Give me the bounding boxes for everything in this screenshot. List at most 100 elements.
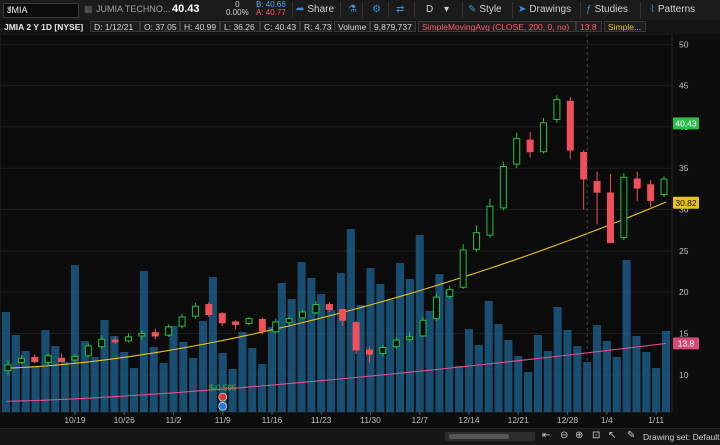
candle-body (191, 305, 199, 317)
x-tick-label: 11/2 (166, 415, 182, 425)
volume-bar (455, 366, 464, 412)
candle-body (499, 166, 507, 209)
volume-bar (652, 368, 661, 412)
candle-body (205, 304, 213, 315)
y-tick-label: 20 (679, 287, 689, 297)
ask-value: A: 40.77 (256, 8, 286, 17)
volume-bar (346, 229, 355, 412)
chevron-down-icon[interactable]: ▾ (7, 4, 12, 14)
aggregation-period[interactable]: D (426, 4, 434, 15)
volume-bar (307, 278, 316, 412)
toolbar-divider (640, 2, 641, 18)
toolbar-divider (462, 2, 463, 18)
candle-body (218, 313, 226, 324)
volume-bar (41, 330, 50, 412)
volume-bar (277, 283, 286, 412)
volume-bar (120, 352, 129, 412)
volume-bar (425, 311, 434, 412)
volume-bar (248, 348, 257, 412)
volume-bar (504, 340, 513, 412)
style-button[interactable]: ✎ Style (468, 4, 502, 15)
candle-body (258, 318, 266, 332)
studies-button[interactable]: ƒ Studies (586, 4, 628, 15)
x-tick-label: 1/4 (601, 415, 613, 425)
sma-200-tag-bg (673, 337, 699, 350)
pointer-icon[interactable]: ↖ (608, 430, 617, 441)
share-button[interactable]: ➦ Share (296, 4, 334, 15)
volume-bar (602, 341, 611, 412)
gear-icon[interactable]: ⚙ (372, 4, 381, 15)
candle-body (165, 326, 173, 336)
candle-body (553, 99, 561, 120)
candle-body (606, 192, 614, 244)
volume-bar (287, 299, 296, 412)
toolbar-divider (580, 2, 581, 18)
sma-50-tag: 30.82 (675, 198, 697, 208)
volume-bar (297, 262, 306, 412)
candle-body (419, 319, 427, 337)
x-tick-label: 10/19 (64, 415, 86, 425)
candle-body (285, 318, 293, 324)
price-chart[interactable]: 10152025303540455010/1910/2611/211/911/1… (0, 34, 720, 428)
style-icon: ✎ (468, 4, 477, 15)
volume-bar (524, 372, 533, 412)
volume-bar (543, 351, 552, 412)
flask-icon[interactable]: ⚗ (348, 4, 357, 15)
drawing-set-label: Drawing set: Default (643, 432, 720, 442)
candle-body (365, 349, 373, 355)
chart-scrollbar[interactable] (445, 432, 535, 441)
candle-body (620, 176, 628, 239)
close-field: C: 40.43 (260, 21, 300, 32)
candle-body (299, 311, 307, 319)
sma-label: SimpleMovingAvg (CLOSE, 200, 0, no) (418, 21, 576, 32)
toolbar-divider (512, 2, 513, 18)
y-tick-label: 45 (679, 81, 689, 91)
last-price: 40.43 (172, 3, 200, 15)
candle-body (647, 184, 655, 201)
candle-body (392, 339, 400, 348)
x-tick-label: 12/21 (508, 415, 530, 425)
volume-bar (356, 305, 365, 412)
symbol-info-icon[interactable]: ▦ (84, 4, 93, 14)
volume-bar (21, 351, 30, 412)
x-tick-label: 11/16 (262, 415, 283, 425)
candle-body (71, 356, 79, 361)
symbol-input[interactable]: JMIA ▾ (3, 3, 79, 18)
volume-bar (494, 324, 503, 412)
volume-bar (149, 347, 158, 412)
period-chevron-icon[interactable]: ▾ (444, 4, 450, 15)
sma-50-line (5, 201, 667, 369)
volume-bar (267, 327, 277, 412)
scrollbar-thumb[interactable] (449, 434, 509, 439)
x-tick-label: 11/23 (311, 415, 332, 425)
volume-bar (386, 300, 395, 412)
scroll-left-icon[interactable]: ⇤ (542, 430, 551, 441)
share-label: Share (307, 4, 335, 15)
volume-bar (366, 268, 375, 412)
patterns-label: Patterns (657, 4, 696, 15)
company-name: JUMIA TECHNO... (96, 4, 171, 14)
volume-bar (395, 263, 405, 412)
zoom-out-icon[interactable]: ⊖ (560, 430, 569, 441)
style-label: Style (479, 4, 502, 15)
change-value: 0 (235, 0, 240, 9)
x-tick-label: 1/11 (648, 415, 664, 425)
chart-info-bar: JMIA 2 Y 1D [NYSE] D: 1/12/21 O: 37.05 H… (0, 20, 720, 35)
candle-body (379, 347, 387, 354)
volume-bar (563, 330, 572, 412)
cursor-icon: ➤ (518, 4, 527, 15)
volume-bar (110, 336, 119, 412)
patterns-icon: ⌇ (650, 4, 655, 15)
candle-body (406, 336, 414, 340)
volume-bar (553, 307, 562, 412)
patterns-button[interactable]: ⌇ Patterns (650, 4, 695, 15)
volume-bar (464, 329, 474, 412)
candle-body (151, 332, 159, 337)
compare-icon[interactable]: ⇄ (396, 4, 405, 15)
candle-body (232, 321, 240, 325)
zoom-box-icon[interactable]: ⊡ (592, 430, 601, 441)
volume-bar (189, 358, 198, 412)
zoom-in-icon[interactable]: ⊕ (575, 430, 584, 441)
drawings-button[interactable]: ➤ Drawings (518, 4, 571, 15)
pencil-icon[interactable]: ✎ (627, 430, 636, 441)
